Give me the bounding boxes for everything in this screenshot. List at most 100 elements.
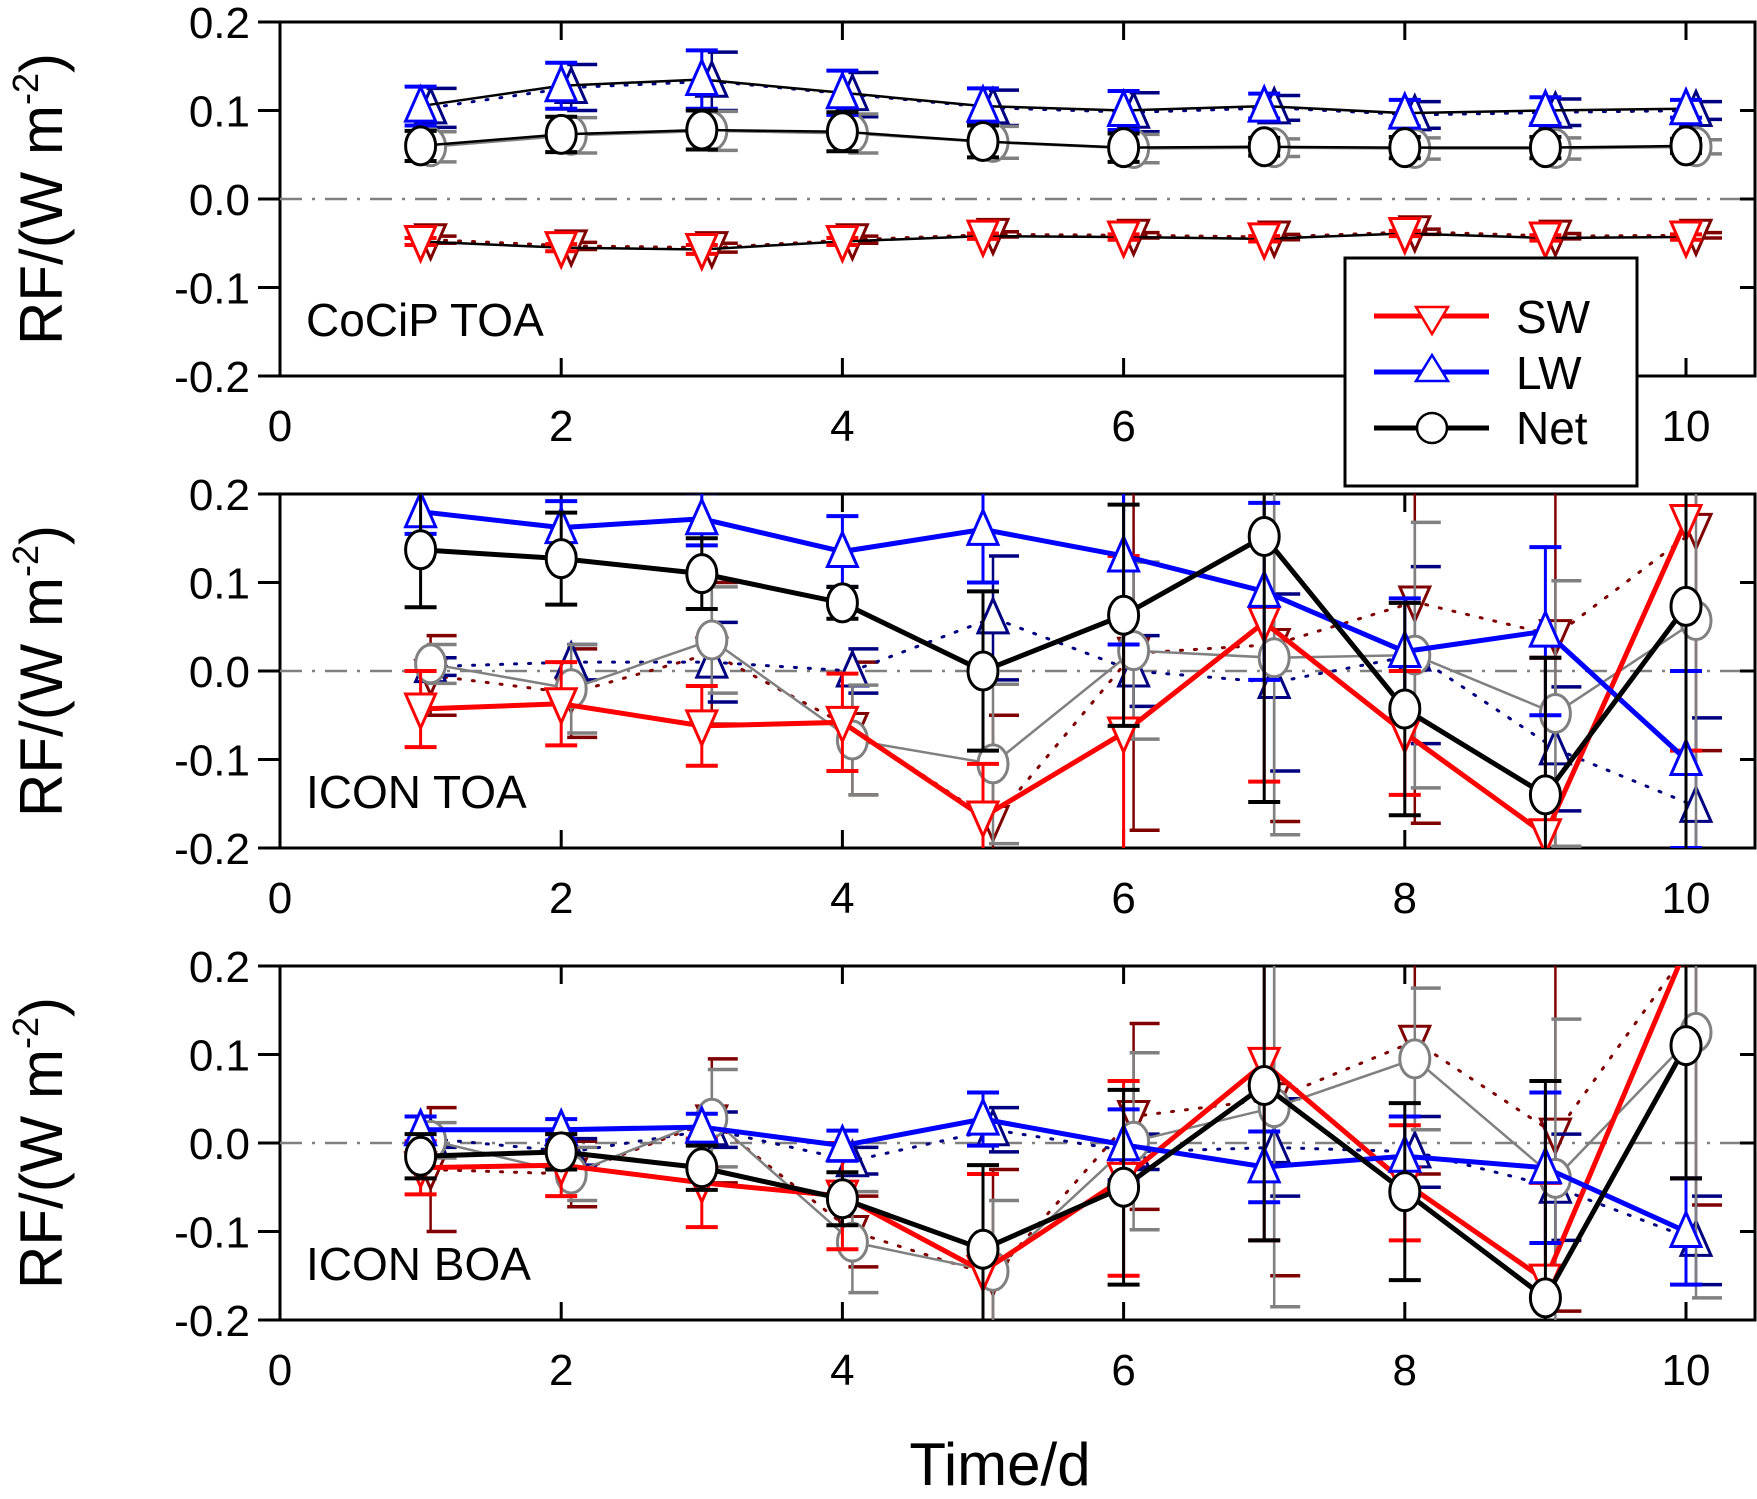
circle-icon <box>1415 411 1449 445</box>
data-point <box>825 111 859 153</box>
series-line <box>420 1044 1689 1302</box>
series-net-alt <box>414 109 1722 170</box>
data-point <box>1528 127 1562 169</box>
x-tick-label: 2 <box>549 402 573 451</box>
y-tick-label: 0.0 <box>189 1120 250 1169</box>
plot-area <box>403 494 1722 848</box>
data-point <box>684 709 720 749</box>
data-point <box>1528 221 1563 261</box>
series-lw <box>403 48 1704 132</box>
data-point <box>825 1122 860 1163</box>
data-point <box>1106 220 1141 260</box>
data-point <box>543 231 579 271</box>
data-point <box>685 553 719 595</box>
data-point <box>1107 594 1141 636</box>
series-lw-alt <box>413 554 1722 848</box>
data-point <box>965 219 1001 259</box>
series-sw-alt <box>413 966 1722 1320</box>
y-tick-label: 0.1 <box>189 1032 250 1081</box>
x-tick-label: 0 <box>268 402 292 451</box>
y-tick-label: 0.1 <box>189 88 250 137</box>
data-point <box>966 120 1000 162</box>
data-point <box>1388 1171 1422 1213</box>
y-tick-label: 0.0 <box>189 176 250 225</box>
data-point <box>695 619 729 661</box>
x-tick-label: 6 <box>1111 1346 1135 1395</box>
panel-label: ICON TOA <box>306 766 527 818</box>
panel-label: CoCiP TOA <box>306 294 544 346</box>
data-point <box>1257 637 1291 679</box>
data-point <box>825 582 859 624</box>
panel-label: ICON BOA <box>306 1238 531 1290</box>
data-point <box>1117 630 1151 672</box>
data-point <box>965 800 1001 840</box>
series-line <box>420 232 1687 251</box>
series-sw <box>403 217 1704 273</box>
legend-label-net: Net <box>1516 402 1588 454</box>
data-point <box>825 705 860 746</box>
data-point <box>1246 222 1282 262</box>
series-line <box>420 1116 1688 1234</box>
legend-label-lw: LW <box>1516 347 1582 399</box>
x-tick-label: 4 <box>830 1346 854 1395</box>
series-line <box>429 966 1679 1278</box>
series-lw <box>403 494 1704 848</box>
data-point <box>825 70 860 110</box>
data-point <box>684 232 720 273</box>
data-point <box>685 109 719 151</box>
data-point <box>414 643 448 685</box>
data-point <box>1669 1025 1703 1067</box>
y-tick-label: -0.2 <box>174 353 250 402</box>
series-line <box>429 527 1698 824</box>
legend-entry-lw: LW <box>1374 347 1582 399</box>
data-point <box>1683 966 1689 972</box>
data-point <box>404 1135 438 1177</box>
data-point <box>966 1228 1000 1270</box>
data-point <box>825 1178 859 1220</box>
y-tick-label: 0.1 <box>189 560 250 609</box>
data-point <box>685 1147 719 1189</box>
data-point <box>1247 515 1281 557</box>
y-axis-title: RF/(W m-2) <box>5 997 75 1289</box>
plot-area <box>403 966 1722 1320</box>
triangle-up-icon <box>1413 352 1451 383</box>
x-tick-label: 2 <box>549 874 573 923</box>
x-tick-label: 0 <box>268 874 292 923</box>
data-point <box>1388 688 1422 730</box>
data-point <box>403 692 438 732</box>
x-tick-label: 8 <box>1393 1346 1417 1395</box>
legend-entry-net: Net <box>1374 402 1588 454</box>
series-line <box>429 79 1698 117</box>
series-net <box>404 966 1703 1320</box>
series-line <box>429 616 1698 808</box>
data-point <box>1528 774 1562 816</box>
panels: -0.2 -0.1 0.0 0.1 0.2 0 2 4 6 8 10 RF/(W m-2) CoCiP … <box>5 0 1757 1395</box>
data-point <box>544 538 578 580</box>
data-point <box>684 496 720 536</box>
x-tick-label: 10 <box>1662 402 1711 451</box>
data-point <box>403 83 438 123</box>
x-tick-label: 10 <box>1662 874 1711 923</box>
data-point <box>1668 220 1704 260</box>
x-tick-label: 8 <box>1393 874 1417 923</box>
legend-entry-sw: SW <box>1374 291 1591 343</box>
series-net-alt <box>414 966 1722 1320</box>
y-tick-label: -0.1 <box>174 265 250 314</box>
panel-icon-toa: -0.2 -0.1 0.0 0.1 0.2 0 2 4 6 8 10 RF/(W m-2) ICON T… <box>5 471 1757 923</box>
y-tick-label: -0.2 <box>174 1297 250 1346</box>
data-point <box>1387 217 1423 257</box>
x-tick-label: 6 <box>1111 874 1135 923</box>
data-point <box>965 1096 1001 1136</box>
y-tick-label: -0.1 <box>174 1209 250 1258</box>
series-lw-alt <box>413 50 1722 134</box>
data-point <box>825 224 860 265</box>
x-tick-label: 0 <box>268 1346 292 1395</box>
y-tick-label: 0.0 <box>189 648 250 697</box>
data-point <box>1528 87 1563 127</box>
data-point <box>975 595 1011 635</box>
data-point <box>835 1221 869 1263</box>
data-point <box>1107 127 1141 169</box>
data-point <box>1669 125 1703 167</box>
x-tick-label: 6 <box>1111 402 1135 451</box>
